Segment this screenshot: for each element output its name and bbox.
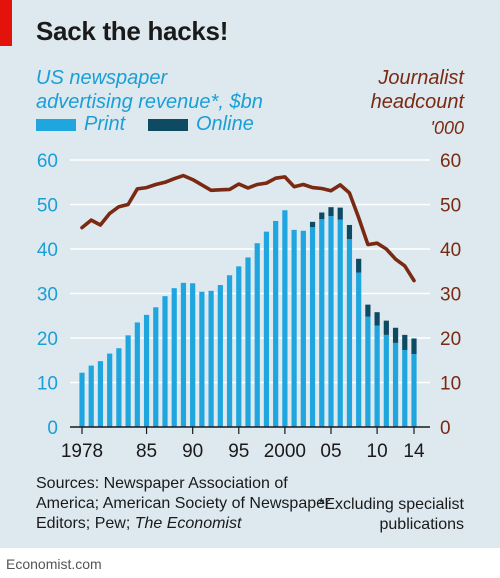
chart-plot: 0 10 20 30 40 50 60 0 10 20 30 40 50 60 1978 85 90 95 2000…: [37, 151, 461, 462]
x-tick-85: 85: [136, 441, 157, 462]
bar-print-1978: [79, 372, 85, 427]
bar-print-1992: [208, 290, 214, 427]
bar-print-2000: [282, 210, 288, 427]
bar-online-2006: [337, 207, 343, 220]
bar-print-2003: [309, 227, 316, 427]
axis-ticks: 0 10 20 30 40 50 60 0 10 20 30 40 50 60 1978 85 90 95 2000…: [37, 151, 461, 462]
bar-print-1999: [273, 220, 279, 427]
bar-print-1983: [125, 335, 131, 427]
bar-print-2002: [300, 230, 306, 427]
bar-online-2011: [383, 320, 389, 335]
chart-title: Sack the hacks!: [36, 16, 229, 46]
bar-online-2008: [356, 258, 362, 273]
sources-text: Sources: Newspaper Association of Americ…: [36, 475, 331, 532]
right-axis-title-line1: Journalist: [378, 67, 464, 89]
bar-print-1990: [190, 283, 196, 427]
bar-print-1989: [180, 282, 187, 427]
legend-online-label: Online: [196, 113, 254, 135]
bar-print-2011: [383, 334, 389, 427]
bar-print-2001: [291, 229, 297, 427]
right-tick-10: 10: [440, 374, 461, 395]
bar-print-1991: [199, 291, 205, 427]
bar-online-2005: [328, 207, 334, 217]
bar-print-1982: [116, 348, 122, 427]
right-tick-0: 0: [440, 418, 451, 439]
bar-print-1987: [162, 296, 168, 427]
bar-print-1994: [226, 275, 233, 427]
bar-print-2013: [402, 350, 408, 427]
right-axis-unit: '000: [430, 118, 464, 138]
bar-print-2010: [374, 325, 380, 427]
bar-online-2003: [309, 221, 316, 228]
right-tick-20: 20: [440, 329, 461, 350]
footnote: *Excluding specialist publications: [318, 495, 464, 535]
bar-print-2005: [328, 216, 334, 427]
right-axis-title-line2: headcount: [370, 91, 464, 113]
bar-online-2010: [374, 312, 380, 326]
left-tick-20: 20: [37, 329, 58, 350]
bar-print-2007: [346, 239, 353, 427]
bar-online-2007: [346, 224, 353, 240]
bar-print-1998: [263, 231, 270, 427]
left-tick-0: 0: [47, 418, 58, 439]
bar-online-2014: [411, 338, 417, 355]
legend-print-swatch: [36, 119, 76, 131]
bar-print-1996: [245, 257, 251, 427]
footnote-line1: *Excluding specialist: [318, 496, 464, 513]
bar-online-2004: [319, 212, 325, 220]
footnote-line2: publications: [379, 516, 465, 533]
bar-online-2013: [402, 334, 408, 351]
bar-print-1979: [88, 365, 94, 427]
right-tick-50: 50: [440, 196, 461, 217]
right-tick-40: 40: [440, 240, 461, 261]
bar-print-1993: [217, 285, 223, 427]
credit: Economist.com: [6, 556, 102, 572]
left-tick-50: 50: [37, 196, 58, 217]
left-axis-title-line2: advertising revenue*, $bn: [36, 91, 263, 113]
bar-print-1988: [171, 288, 177, 427]
bar-print-1997: [254, 243, 260, 427]
bar-print-1995: [236, 266, 242, 427]
bar-online-2009: [365, 304, 371, 317]
bar-print-1985: [143, 314, 150, 427]
x-tick-10: 10: [367, 441, 388, 462]
left-axis-title-line1: US newspaper: [36, 67, 168, 89]
left-tick-40: 40: [37, 240, 58, 261]
bar-print-1980: [97, 361, 104, 427]
x-tick-2000: 2000: [264, 441, 306, 462]
sources-italic: The Economist: [134, 515, 242, 532]
bar-print-2006: [337, 219, 343, 427]
x-tick-14: 14: [403, 441, 425, 462]
headcount-line: [80, 173, 416, 283]
x-tick-95: 95: [228, 441, 249, 462]
right-tick-60: 60: [440, 151, 461, 172]
bar-print-2014: [411, 354, 417, 427]
bar-print-1981: [107, 353, 113, 427]
right-tick-30: 30: [440, 285, 461, 306]
bar-online-2012: [392, 327, 399, 343]
brand-red-tab: [0, 0, 12, 46]
headcount-line-path: [80, 173, 416, 283]
x-tick-05: 05: [320, 441, 341, 462]
bar-print-2008: [356, 272, 362, 427]
x-tick-90: 90: [182, 441, 203, 462]
bar-print-2009: [365, 316, 371, 427]
left-tick-60: 60: [37, 151, 58, 172]
sources-note: Sources: Newspaper Association of Americ…: [36, 474, 336, 534]
left-tick-30: 30: [37, 285, 58, 306]
bar-print-2004: [319, 219, 325, 427]
bar-print-2012: [392, 342, 399, 427]
bar-series: [79, 207, 417, 427]
left-tick-10: 10: [37, 374, 58, 395]
bar-print-1984: [134, 322, 140, 427]
x-tick-1978: 1978: [61, 441, 103, 462]
legend-online-swatch: [148, 119, 188, 131]
bar-print-1986: [153, 307, 159, 427]
legend-print-label: Print: [84, 113, 126, 135]
